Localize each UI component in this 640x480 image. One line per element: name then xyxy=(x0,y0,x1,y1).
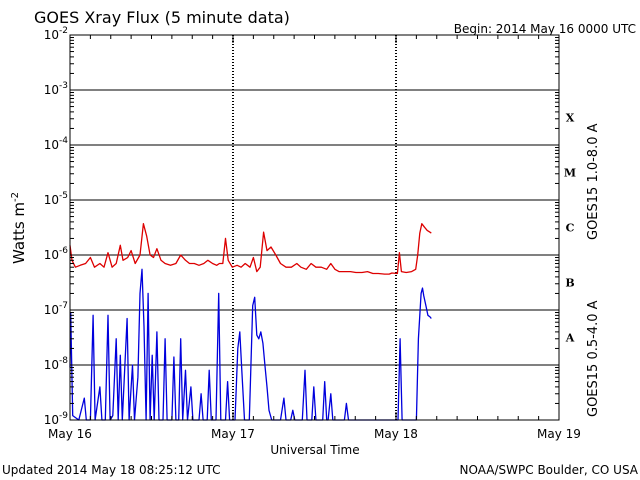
y-tick-label: 10-6 xyxy=(44,246,69,262)
y-axis-label-base: Watts m xyxy=(10,202,28,264)
grid-layer xyxy=(70,35,559,420)
flare-class-label: A xyxy=(565,332,575,345)
y-tick-label: 10-8 xyxy=(44,356,69,372)
x-tick-label: May 18 xyxy=(374,427,418,441)
source-credit: NOAA/SWPC Boulder, CO USA xyxy=(460,463,639,477)
legend-series-short: GOES15 0.5-4.0 A xyxy=(586,300,601,417)
y-tick-label: 10-3 xyxy=(44,81,68,97)
flare-class-label: C xyxy=(566,222,575,235)
axis-layer: 10-9 10-8 10-7 10-6 10-5 10-4 10-3 10-2 May 16 Ma… xyxy=(44,26,581,441)
flare-class-label: X xyxy=(566,112,575,125)
x-axis-label: Universal Time xyxy=(270,443,359,457)
y-tick-label: 10-7 xyxy=(44,301,68,317)
series-layer xyxy=(69,223,432,421)
series-line-short xyxy=(69,268,432,421)
begin-label: Begin: 2014 May 16 0000 UTC xyxy=(454,22,636,36)
x-tick-label: May 19 xyxy=(537,427,581,441)
y-tick-label: 10-4 xyxy=(44,136,69,152)
y-axis-label-exp: -2 xyxy=(10,192,21,202)
x-tick-label: May 16 xyxy=(48,427,92,441)
series-line-long xyxy=(69,223,432,275)
updated-timestamp: Updated 2014 May 18 08:25:12 UTC xyxy=(2,463,220,477)
y-tick-label: 10-5 xyxy=(44,191,68,207)
x-tick-label: May 17 xyxy=(211,427,255,441)
y-axis-label: Watts m-2 xyxy=(10,192,28,264)
flare-class-label: M xyxy=(564,167,576,180)
legend-series-long: GOES15 1.0-8.0 A xyxy=(586,123,601,240)
y-tick-label: 10-9 xyxy=(44,411,69,427)
y-tick-label: 10-2 xyxy=(44,26,68,42)
chart-title: GOES Xray Flux (5 minute data) xyxy=(34,8,290,27)
class-labels: A B C M X xyxy=(564,112,576,345)
flare-class-label: B xyxy=(565,277,574,290)
